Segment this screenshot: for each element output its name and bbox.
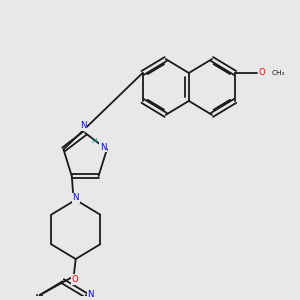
Text: O: O (71, 275, 78, 284)
Text: N: N (87, 290, 94, 299)
Text: N: N (73, 193, 79, 202)
Text: CH₃: CH₃ (272, 70, 285, 76)
Text: O: O (259, 68, 265, 77)
Text: H: H (92, 138, 97, 144)
Text: N: N (80, 122, 86, 130)
Text: N: N (100, 143, 106, 152)
